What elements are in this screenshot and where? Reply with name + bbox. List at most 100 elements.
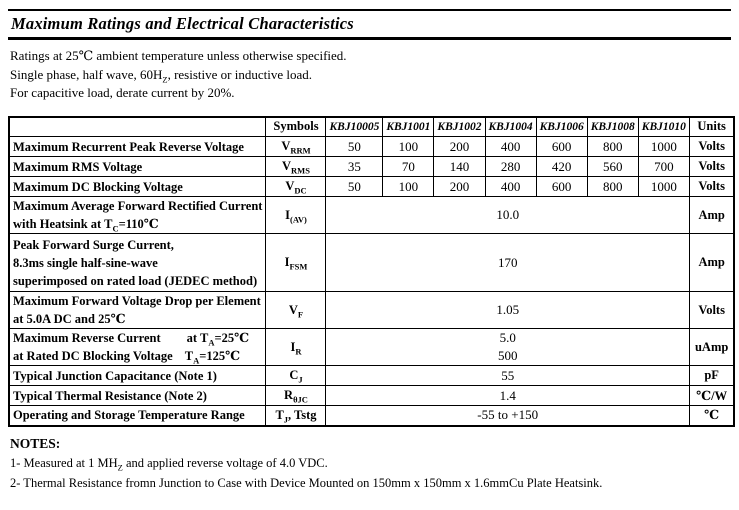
table-row-tj-tstg: Operating and Storage Temperature Range T… — [8, 405, 735, 426]
row-label: Maximum Recurrent Peak Reverse Voltage — [8, 136, 267, 157]
header-row: Symbols KBJ10005 KBJ1001 KBJ1002 KBJ1004 KBJ1… — [8, 116, 735, 137]
condition-line: Ratings at 25℃ ambient temperature unles… — [10, 48, 347, 63]
row-value-merged: 170 — [325, 233, 690, 292]
row-symbol: VRMS — [265, 156, 327, 177]
row-unit: ℃ — [688, 405, 735, 426]
row-value: 50 — [325, 176, 384, 197]
row-unit: Volts — [688, 291, 735, 329]
label-line: at Rated DC Blocking Voltage TA=125℃ — [13, 349, 241, 366]
row-value: 400 — [484, 176, 537, 197]
condition-line: For capacitive load, derate current by 2… — [10, 85, 235, 100]
row-value: 700 — [637, 156, 690, 177]
label-line: Maximum Reverse Current at TA=25℃ — [13, 331, 250, 348]
table-row-vrms: Maximum RMS Voltage VRMS 35 70 140 280 420 560 7… — [8, 156, 735, 177]
value-line: 1.4 — [499, 387, 516, 403]
label-line: superimposed on rated load (JEDEC method… — [13, 273, 258, 288]
row-value: 1000 — [637, 176, 690, 197]
column-header-symbols: Symbols — [265, 116, 327, 137]
conditions: Ratings at 25℃ ambient temperature unles… — [10, 47, 731, 103]
label-line: Maximum DC Blocking Voltage — [13, 179, 183, 194]
value-line: 500 — [497, 348, 518, 363]
row-value: 100 — [382, 176, 435, 197]
table-row-cj: Typical Junction Capacitance (Note 1) CJ 5… — [8, 365, 735, 386]
table-body: Maximum Recurrent Peak Reverse Voltage VR… — [8, 136, 735, 426]
label-line: Typical Junction Capacitance (Note 1) — [13, 368, 217, 383]
table-head: Symbols KBJ10005 KBJ1001 KBJ1002 KBJ1004 KBJ1… — [8, 116, 735, 137]
row-unit: pF — [688, 365, 735, 386]
row-value: 140 — [433, 156, 486, 177]
label-line: Maximum Recurrent Peak Reverse Voltage — [13, 139, 244, 154]
value-line: 1.05 — [496, 302, 520, 317]
value-line: -55 to +150 — [477, 407, 539, 423]
row-value: 400 — [484, 136, 537, 157]
row-unit: Volts — [688, 136, 735, 157]
row-value: 420 — [535, 156, 588, 177]
table-row-ifsm: Peak Forward Surge Current, 8.3ms single … — [8, 233, 735, 292]
row-value: 70 — [382, 156, 435, 177]
row-value: 800 — [586, 136, 639, 157]
label-line: Peak Forward Surge Current, — [13, 237, 174, 252]
row-symbol: I(AV) — [265, 196, 327, 234]
label-line: 8.3ms single half-sine-wave — [13, 255, 158, 270]
row-value-merged: -55 to +150 — [325, 405, 690, 426]
row-value: 50 — [325, 136, 384, 157]
value-line: 55 — [501, 367, 515, 383]
row-value-merged: 55 — [325, 365, 690, 386]
row-label: Peak Forward Surge Current, 8.3ms single … — [8, 233, 267, 292]
row-label: Maximum Forward Voltage Drop per Element… — [8, 291, 267, 329]
label-line: Typical Thermal Resistance (Note 2) — [13, 388, 207, 403]
label-line: Maximum Average Forward Rectified Curren… — [13, 199, 263, 213]
row-value: 800 — [586, 176, 639, 197]
table-row-iav: Maximum Average Forward Rectified Curren… — [8, 196, 735, 234]
row-value-merged: 5.0 500 — [325, 328, 690, 366]
row-value: 600 — [535, 176, 588, 197]
row-label: Typical Junction Capacitance (Note 1) — [8, 365, 267, 386]
row-unit: uAmp — [688, 328, 735, 366]
value-line: 10.0 — [496, 207, 520, 222]
row-symbol: IFSM — [265, 233, 327, 292]
value-line: 5.0 — [499, 330, 516, 345]
row-label: Maximum Average Forward Rectified Curren… — [8, 196, 267, 234]
notes-section: NOTES: 1- Measured at 1 MHZ and applied … — [10, 435, 731, 493]
row-symbol: CJ — [265, 365, 327, 386]
row-value: 200 — [433, 136, 486, 157]
notes-list: 1- Measured at 1 MHZ and applied reverse… — [10, 453, 731, 493]
column-header-units: Units — [688, 116, 735, 137]
row-label: Maximum RMS Voltage — [8, 156, 267, 177]
note-item: 1- Measured at 1 MHZ and applied reverse… — [10, 455, 328, 472]
note-item: 2- Thermal Resistance fromn Junction to … — [10, 475, 603, 490]
label-line: Maximum Forward Voltage Drop per Element — [13, 294, 261, 308]
row-value: 100 — [382, 136, 435, 157]
title-block: Maximum Ratings and Electrical Character… — [8, 9, 731, 40]
label-line: with Heatsink at TC=110℃ — [13, 217, 159, 234]
notes-heading: NOTES: — [10, 435, 61, 451]
row-value: 200 — [433, 176, 486, 197]
table-row-ir: Maximum Reverse Current at TA=25℃ at Rated… — [8, 328, 735, 366]
label-line: at 5.0A DC and 25℃ — [13, 312, 126, 326]
label-line: Operating and Storage Temperature Range — [13, 408, 245, 423]
row-value: 1000 — [637, 136, 690, 157]
column-header-model: KBJ1001 — [382, 116, 435, 137]
row-value: 280 — [484, 156, 537, 177]
row-value-merged: 1.05 — [325, 291, 690, 329]
row-value: 560 — [586, 156, 639, 177]
row-symbol: RθJC — [265, 385, 327, 406]
row-unit: Volts — [688, 156, 735, 177]
row-value-merged: 1.4 — [325, 385, 690, 406]
corner-cell — [8, 116, 267, 137]
row-unit: Amp — [688, 233, 735, 292]
row-unit: ℃/W — [688, 385, 735, 406]
label-line: Maximum RMS Voltage — [13, 159, 143, 174]
row-unit: Amp — [688, 196, 735, 234]
row-label: Operating and Storage Temperature Range — [8, 405, 267, 426]
ratings-table: Symbols KBJ10005 KBJ1001 KBJ1002 KBJ1004 KBJ1… — [8, 115, 736, 427]
row-symbol: VRRM — [265, 136, 327, 157]
table-row-vdc: Maximum DC Blocking Voltage VDC 50 100 200 40… — [8, 176, 735, 197]
row-value: 600 — [535, 136, 588, 157]
condition-line: Single phase, half wave, 60HZ, resistive… — [10, 66, 312, 85]
row-unit: Volts — [688, 176, 735, 197]
value-line: 170 — [497, 254, 518, 270]
row-label: Maximum Reverse Current at TA=25℃ at Rated… — [8, 328, 267, 366]
row-value-merged: 10.0 — [325, 196, 690, 234]
row-value: 35 — [325, 156, 384, 177]
